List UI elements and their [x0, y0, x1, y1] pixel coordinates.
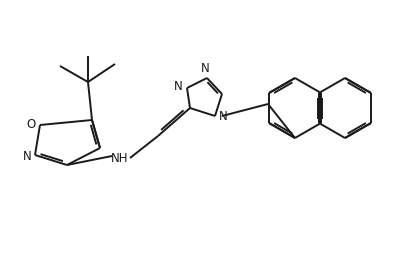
Text: NH: NH [111, 152, 129, 165]
Text: N: N [219, 110, 227, 123]
Text: O: O [26, 118, 36, 131]
Text: N: N [23, 150, 31, 163]
Text: N: N [201, 61, 209, 74]
Text: N: N [173, 80, 182, 92]
